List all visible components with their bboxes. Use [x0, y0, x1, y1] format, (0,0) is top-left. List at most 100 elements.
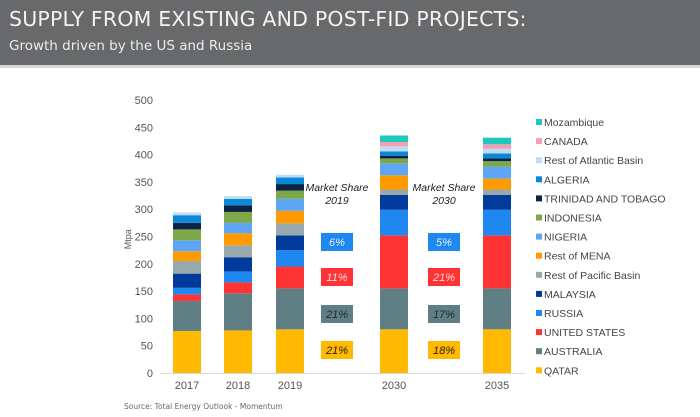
bar-segment [380, 235, 408, 289]
badge-label: 6% [329, 237, 345, 249]
badge-background [428, 341, 460, 359]
bar-stack-2019 [276, 174, 304, 373]
bar-segment [483, 288, 511, 330]
bar-segment [483, 329, 511, 373]
badge-background [428, 233, 460, 251]
bar-segment [224, 205, 252, 212]
market-share-title-2019: Market Share [305, 182, 368, 194]
legend-item: MALAYSIA [536, 289, 596, 301]
bar-stack-2035 [483, 137, 511, 373]
bar-segment [224, 233, 252, 246]
bars [173, 135, 511, 373]
y-tick-label: 100 [135, 313, 153, 325]
bar-segment [173, 294, 201, 301]
legend-item: UNITED STATES [536, 327, 625, 339]
badge-background [321, 233, 353, 251]
bar-segment [276, 174, 304, 178]
legend-label: TRINIDAD AND TOBAGO [544, 193, 666, 205]
bar-segment [173, 330, 201, 373]
bar-stack-2017 [173, 212, 201, 373]
bar-segment [173, 273, 201, 288]
bar-segment [380, 329, 408, 373]
bar-segment [483, 235, 511, 289]
legend-swatch [536, 119, 542, 125]
legend: Mozambique CANADA Rest of Atlantic Basin AL… [536, 117, 666, 377]
legend-label: ALGERIA [544, 174, 590, 186]
bar-segment [224, 271, 252, 283]
badge-background [428, 305, 460, 323]
x-tick-label: 2035 [485, 380, 509, 392]
bar-segment [276, 210, 304, 224]
x-axis: 2017 2018 2019 2030 2035 [160, 373, 525, 392]
bar-segment [276, 223, 304, 236]
legend-label: AUSTRALIA [544, 346, 602, 358]
bar-segment [380, 142, 408, 147]
bar-segment [173, 251, 201, 262]
badge-label: 18% [433, 345, 455, 357]
legend-label: Rest of Atlantic Basin [544, 155, 643, 167]
bar-segment [173, 287, 201, 295]
bar-segment [224, 211, 252, 223]
legend-swatch [536, 176, 542, 183]
market-share-badge: 18% [428, 341, 460, 359]
y-axis: 0 50 100 150 200 250 300 350 400 450 500 Mtpa [123, 95, 153, 380]
y-tick-label: 50 [141, 341, 153, 353]
legend-swatch [536, 214, 542, 221]
bar-segment [173, 212, 201, 216]
bar-segment [380, 163, 408, 176]
bar-segment [276, 250, 304, 267]
legend-label: CANADA [544, 136, 588, 148]
legend-swatch [536, 233, 542, 240]
legend-swatch [536, 271, 542, 278]
bar-stack-2018 [224, 196, 252, 373]
legend-label: Mozambique [544, 117, 604, 129]
legend-item: QATAR [536, 365, 579, 377]
legend-item: Mozambique [536, 117, 604, 129]
legend-item: Rest of MENA [536, 251, 611, 263]
legend-item: RUSSIA [536, 308, 583, 320]
legend-swatch [536, 367, 542, 374]
bar-segment [276, 177, 304, 185]
badge-label: 11% [326, 272, 347, 284]
bar-segment [224, 222, 252, 234]
badge-background [321, 341, 353, 359]
badge-background [428, 268, 460, 286]
bar-segment [276, 235, 304, 251]
slide-subtitle: Growth driven by the US and Russia [9, 38, 253, 54]
legend-swatch [536, 310, 542, 316]
legend-item: Rest of Atlantic Basin [536, 155, 643, 167]
y-tick-label: 350 [135, 177, 153, 189]
bar-segment [483, 158, 511, 162]
bar-segment [276, 198, 304, 211]
bar-segment [224, 257, 252, 272]
bar-segment [380, 155, 408, 159]
legend-item: CANADA [536, 136, 588, 148]
legend-label: INDONESIA [544, 213, 602, 225]
legend-item: NIGERIA [536, 232, 587, 244]
bar-segment [224, 330, 252, 373]
market-share-badge: 17% [428, 305, 460, 323]
legend-swatch [536, 252, 542, 259]
bar-segment [276, 266, 304, 289]
market-share-badge: 21% [428, 268, 460, 286]
y-tick-label: 300 [135, 204, 153, 216]
market-share-year-2019: 2019 [324, 195, 349, 207]
y-tick-label: 0 [147, 368, 153, 380]
badge-label: 17% [433, 309, 455, 321]
bar-segment [483, 166, 511, 179]
badge-background [321, 305, 353, 323]
bar-segment [224, 198, 252, 206]
bar-segment [380, 175, 408, 190]
bar-segment [483, 195, 511, 210]
bar-segment [483, 144, 511, 149]
y-tick-label: 450 [135, 122, 153, 134]
bar-segment [224, 196, 252, 199]
bar-segment [173, 261, 201, 274]
bar-segment [173, 229, 201, 241]
market-share-badge: 21% [321, 305, 353, 323]
bar-segment [483, 161, 511, 167]
bar-segment [380, 209, 408, 236]
legend-item: AUSTRALIA [536, 346, 602, 358]
legend-item: INDONESIA [536, 213, 602, 225]
